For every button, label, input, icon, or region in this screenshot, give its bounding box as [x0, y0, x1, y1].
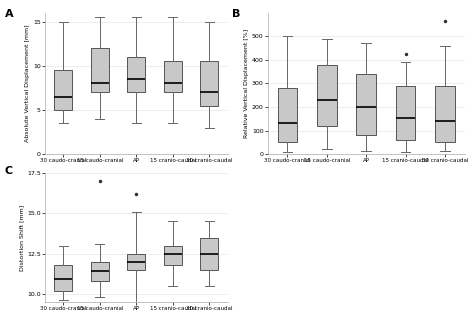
- PathPatch shape: [91, 262, 109, 281]
- PathPatch shape: [91, 48, 109, 92]
- PathPatch shape: [435, 86, 455, 142]
- PathPatch shape: [200, 61, 219, 106]
- PathPatch shape: [356, 74, 376, 135]
- PathPatch shape: [200, 238, 219, 270]
- PathPatch shape: [278, 88, 297, 142]
- PathPatch shape: [164, 61, 182, 92]
- Text: A: A: [5, 9, 13, 19]
- PathPatch shape: [127, 254, 146, 270]
- Y-axis label: Relative Vertical Displacement [%]: Relative Vertical Displacement [%]: [244, 29, 249, 138]
- PathPatch shape: [54, 70, 73, 110]
- Y-axis label: Distortion Shift [mm]: Distortion Shift [mm]: [19, 204, 24, 271]
- PathPatch shape: [127, 57, 146, 92]
- PathPatch shape: [317, 65, 337, 126]
- PathPatch shape: [396, 86, 415, 140]
- Y-axis label: Absolute Vertical Displacement [mm]: Absolute Vertical Displacement [mm]: [25, 25, 30, 142]
- Text: B: B: [232, 9, 241, 19]
- PathPatch shape: [54, 265, 73, 291]
- Text: C: C: [5, 166, 13, 176]
- PathPatch shape: [164, 246, 182, 265]
